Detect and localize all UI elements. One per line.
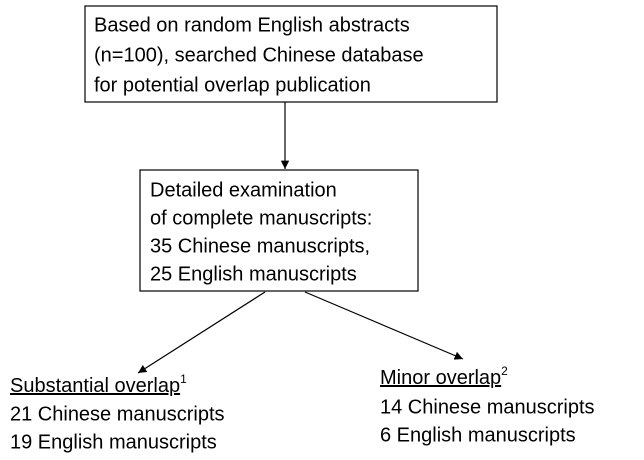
- heading: Substantial overlap: [10, 375, 180, 397]
- node-text: 19 English manuscripts: [10, 431, 217, 453]
- node-text: Based on random English abstracts: [94, 14, 410, 36]
- heading-line: Minor overlap2: [380, 364, 508, 389]
- node-text: 25 English manuscripts: [150, 263, 357, 285]
- node-text: 14 Chinese manuscripts: [380, 396, 595, 418]
- node-text: (n=100), searched Chinese database: [94, 44, 424, 66]
- node-text: of complete manuscripts:: [150, 207, 372, 229]
- node-text: for potential overlap publication: [94, 74, 371, 96]
- heading: Minor overlap: [380, 367, 501, 389]
- node-text: 6 English manuscripts: [380, 424, 576, 446]
- arrow-right: [304, 291, 464, 360]
- heading-line: Substantial overlap1: [10, 372, 187, 397]
- box-examination: [139, 169, 419, 292]
- box-search: [84, 5, 498, 103]
- node-text: 35 Chinese manuscripts,: [150, 235, 370, 257]
- node-text: 21 Chinese manuscripts: [10, 403, 225, 425]
- footnote-mark: 2: [501, 364, 508, 378]
- node-text: Detailed examination: [150, 179, 337, 201]
- footnote-mark: 1: [180, 372, 187, 386]
- arrow-left: [137, 291, 266, 374]
